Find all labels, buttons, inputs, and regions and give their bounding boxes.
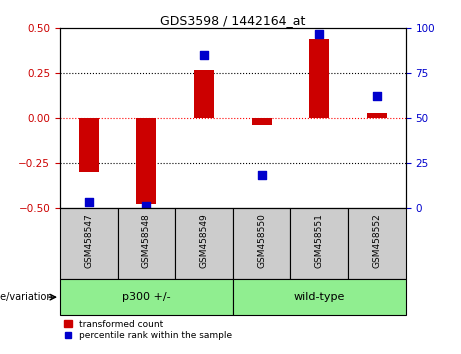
Bar (233, 279, 406, 315)
Bar (367, 113, 387, 118)
Legend: transformed count, percentile rank within the sample: transformed count, percentile rank withi… (65, 320, 232, 340)
Text: GSM458552: GSM458552 (372, 213, 381, 268)
Bar (79, 118, 99, 172)
Point (373, 93, 381, 99)
Point (315, 31, 323, 36)
Bar (136, 118, 156, 204)
Bar (194, 69, 214, 118)
Bar (60, 279, 233, 315)
Point (200, 52, 207, 58)
Bar (60, 207, 118, 279)
Text: p300 +/-: p300 +/- (122, 292, 171, 302)
Text: GSM458549: GSM458549 (200, 213, 208, 268)
Text: genotype/variation: genotype/variation (0, 292, 53, 302)
Bar (233, 207, 290, 279)
Point (258, 172, 266, 178)
Text: GSM458550: GSM458550 (257, 213, 266, 268)
Bar (252, 118, 272, 125)
Title: GDS3598 / 1442164_at: GDS3598 / 1442164_at (160, 14, 306, 27)
Bar (348, 207, 406, 279)
Bar (118, 207, 175, 279)
Bar (175, 207, 233, 279)
Text: GSM458548: GSM458548 (142, 213, 151, 268)
Text: wild-type: wild-type (294, 292, 345, 302)
Text: GSM458547: GSM458547 (84, 213, 93, 268)
Point (142, 203, 150, 209)
Point (85, 199, 92, 205)
Bar (309, 39, 329, 118)
Bar (290, 207, 348, 279)
Text: GSM458551: GSM458551 (315, 213, 324, 268)
